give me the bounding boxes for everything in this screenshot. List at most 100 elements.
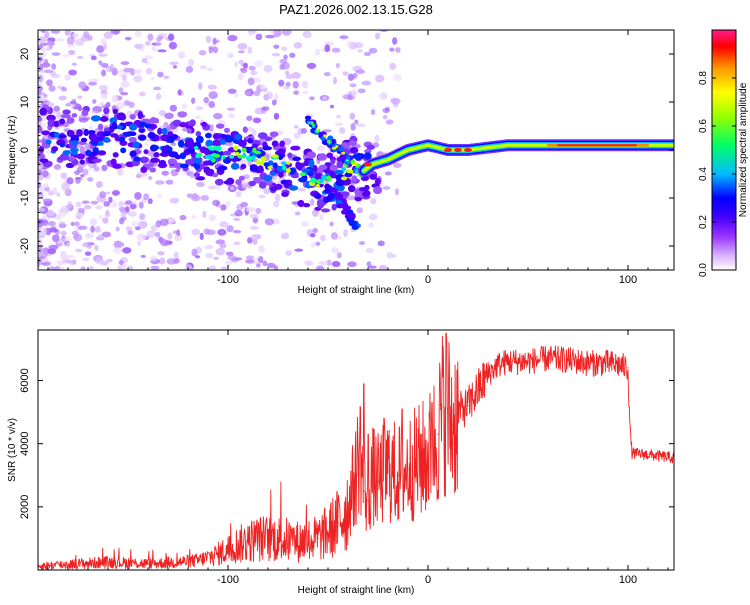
ridge-blob-weak <box>257 132 268 140</box>
ridge-blob-weak <box>318 164 328 171</box>
noise-blob <box>98 60 103 65</box>
snr-data-point <box>277 537 279 540</box>
noise-blob <box>208 100 216 109</box>
snr-data-point <box>387 468 389 470</box>
noise-blob <box>315 241 321 246</box>
noise-blob <box>347 94 354 101</box>
ridge-blob-weak <box>110 158 117 166</box>
ridge-blob-mid <box>349 147 359 154</box>
ridge-blob-mid <box>177 139 185 148</box>
ridge-blob-strong <box>282 165 287 171</box>
ridge-blob-mid <box>45 139 52 145</box>
noise-blob <box>41 62 51 68</box>
ridge-blob-mid <box>147 131 156 139</box>
noise-blob <box>191 248 198 257</box>
ridge-blob-weak <box>242 126 248 133</box>
noise-blob <box>76 212 84 218</box>
noise-blob <box>100 92 108 100</box>
noise-blob <box>151 45 157 52</box>
noise-blob <box>243 62 249 69</box>
ridge-blob-weak <box>97 150 107 156</box>
ridge-blob-mid <box>90 137 100 143</box>
noise-blob <box>138 201 144 209</box>
side-branch-core <box>341 151 346 155</box>
noise-blob <box>47 220 56 227</box>
noise-blob <box>342 71 349 76</box>
noise-blob <box>312 209 319 217</box>
snr-data-point <box>447 411 449 413</box>
noise-blob <box>329 104 335 109</box>
ridge-blob-weak <box>226 177 235 185</box>
noise-blob <box>80 174 85 178</box>
snr-data-point <box>337 522 339 524</box>
noise-blob <box>356 207 363 214</box>
noise-blob <box>168 33 175 41</box>
noise-blob <box>248 32 253 36</box>
snr-y-tick-label: 2000 <box>19 495 31 519</box>
side-branch-core <box>316 128 320 131</box>
noise-blob <box>70 221 75 227</box>
noise-blob <box>145 41 151 46</box>
noise-blob <box>43 69 54 74</box>
noise-blob <box>176 229 181 237</box>
noise-blob <box>133 68 143 75</box>
noise-blob <box>139 213 146 220</box>
ridge-blob-weak <box>303 160 310 167</box>
noise-blob <box>94 226 102 233</box>
ridge-blob-weak <box>38 145 45 153</box>
ridge-blob-strong <box>195 153 201 159</box>
falling-branch-blob <box>351 225 359 230</box>
noise-blob <box>38 187 45 193</box>
noise-blob <box>206 229 216 236</box>
noise-blob <box>255 33 263 41</box>
noise-blob <box>38 36 47 42</box>
noise-blob <box>315 265 325 270</box>
noise-blob <box>98 101 105 107</box>
ridge-blob-mid <box>129 150 137 158</box>
noise-blob <box>84 251 92 256</box>
noise-blob <box>245 90 252 97</box>
noise-blob <box>300 220 310 227</box>
noise-blob <box>302 80 309 89</box>
noise-blob <box>294 211 301 216</box>
ridge-blob-mid <box>298 177 308 183</box>
noise-blob <box>79 146 86 155</box>
colorbar-tick-label: 0.8 <box>698 71 709 85</box>
noise-blob <box>177 89 182 96</box>
noise-blob <box>159 218 169 227</box>
noise-blob <box>64 30 71 37</box>
ridge-blob-mid <box>204 132 212 139</box>
ridge-blob-mid <box>62 150 71 156</box>
ridge-blob-mid <box>270 171 276 176</box>
noise-blob <box>119 265 127 270</box>
side-branch-core <box>312 124 316 129</box>
noise-blob <box>250 225 259 231</box>
noise-blob <box>136 233 147 241</box>
noise-blob <box>245 206 256 213</box>
noise-blob <box>108 196 113 203</box>
ridge-blob-mid <box>101 131 112 137</box>
noise-blob <box>41 219 49 227</box>
noise-blob <box>297 187 306 192</box>
noise-blob <box>124 36 132 41</box>
noise-blob <box>392 37 398 45</box>
noise-blob <box>51 73 61 79</box>
noise-blob <box>83 31 90 38</box>
colorbar-gradient <box>712 30 736 270</box>
noise-blob <box>65 242 71 248</box>
noise-blob <box>258 245 265 253</box>
noise-blob <box>44 187 51 192</box>
ridge-blob-weak <box>149 117 157 124</box>
noise-blob <box>254 60 264 68</box>
snr-data-point <box>217 553 219 555</box>
noise-blob <box>329 221 334 227</box>
noise-blob <box>134 43 143 50</box>
noise-blob <box>208 46 213 54</box>
noise-blob <box>261 106 270 111</box>
noise-blob <box>129 203 137 210</box>
noise-blob <box>120 61 130 65</box>
ridge-blob-weak <box>172 119 182 127</box>
ridge-blob-weak <box>270 186 278 192</box>
noise-blob <box>323 72 331 77</box>
ridge-blob-strong <box>351 162 358 167</box>
